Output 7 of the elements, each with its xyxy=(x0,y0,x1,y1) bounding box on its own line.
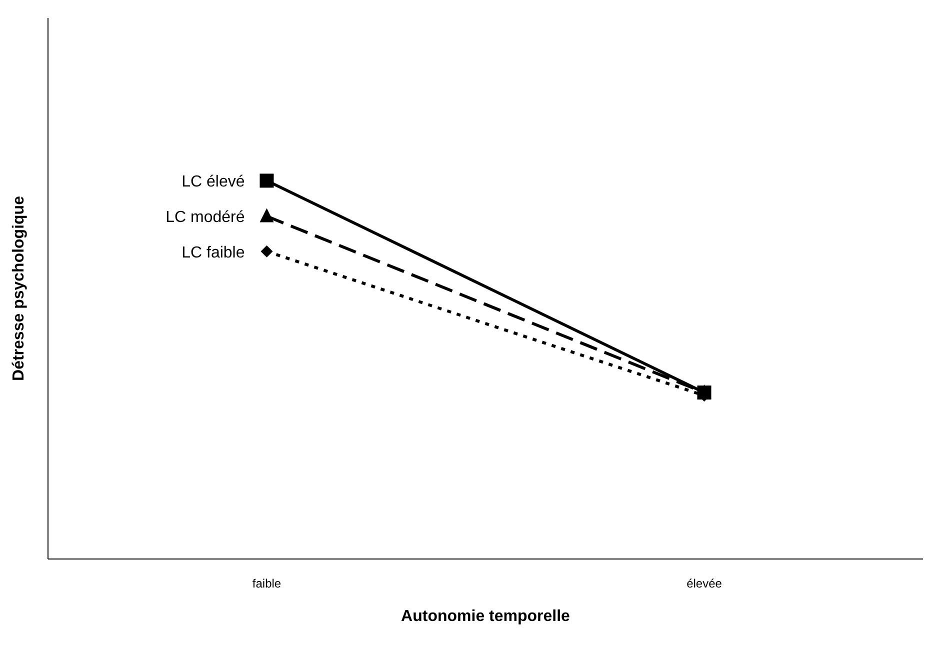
x-tick-label: élevée xyxy=(686,576,722,591)
series-label: LC modéré xyxy=(166,209,245,226)
x-tick-label: faible xyxy=(252,576,282,591)
x-axis-title: Autonomie temporelle xyxy=(401,608,570,625)
series-label: LC élevé xyxy=(182,174,245,191)
series-label: LC faible xyxy=(182,244,245,262)
y-axis-title: Détresse psychologique xyxy=(10,196,28,381)
